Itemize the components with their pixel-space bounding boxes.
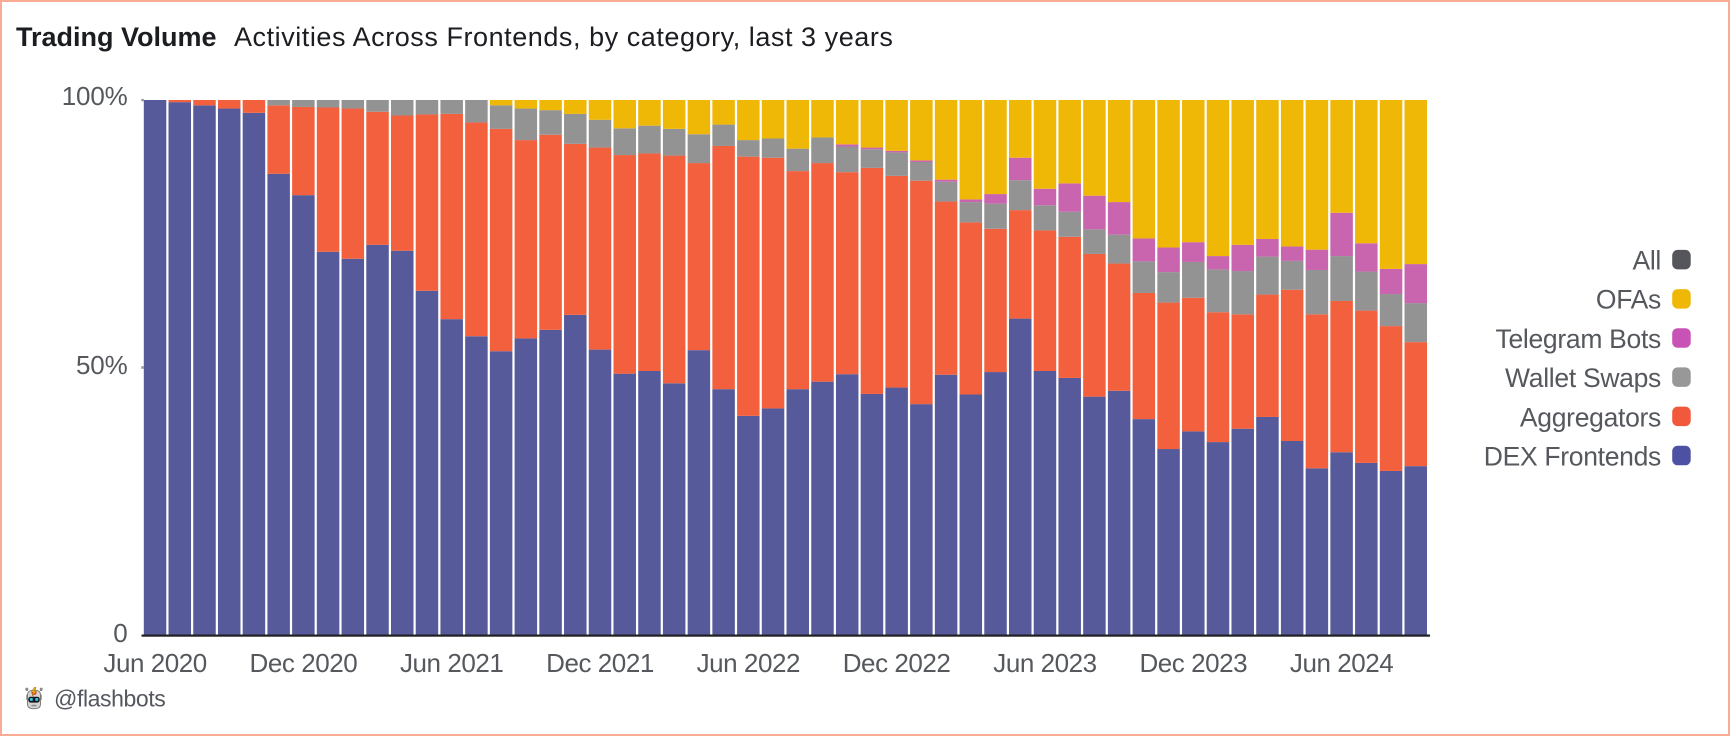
svg-text:Dec 2021: Dec 2021 bbox=[546, 648, 654, 678]
svg-text:100%: 100% bbox=[62, 81, 128, 111]
svg-text:Telegram Bots: Telegram Bots bbox=[1496, 324, 1662, 354]
svg-text:Trading Volume: Trading Volume bbox=[16, 22, 217, 52]
svg-text:0: 0 bbox=[113, 618, 127, 648]
svg-text:Aggregators: Aggregators bbox=[1520, 402, 1661, 432]
svg-text:Activities Across Frontends, b: Activities Across Frontends, by category… bbox=[234, 22, 893, 52]
svg-text:Jun 2023: Jun 2023 bbox=[993, 648, 1096, 678]
svg-text:Jun 2020: Jun 2020 bbox=[103, 648, 206, 678]
svg-text:50%: 50% bbox=[76, 350, 128, 380]
svg-text:DEX Frontends: DEX Frontends bbox=[1484, 442, 1661, 472]
svg-text:All: All bbox=[1632, 246, 1661, 276]
svg-text:Dec 2023: Dec 2023 bbox=[1139, 648, 1247, 678]
svg-text:Wallet Swaps: Wallet Swaps bbox=[1505, 363, 1661, 393]
svg-text:Jun 2022: Jun 2022 bbox=[697, 648, 800, 678]
svg-text:Dec 2022: Dec 2022 bbox=[843, 648, 951, 678]
svg-text:OFAs: OFAs bbox=[1596, 285, 1661, 315]
svg-text:Dec 2020: Dec 2020 bbox=[250, 648, 358, 678]
svg-text:Jun 2024: Jun 2024 bbox=[1290, 648, 1393, 678]
svg-text:@flashbots: @flashbots bbox=[54, 686, 165, 712]
svg-text:Jun 2021: Jun 2021 bbox=[400, 648, 503, 678]
